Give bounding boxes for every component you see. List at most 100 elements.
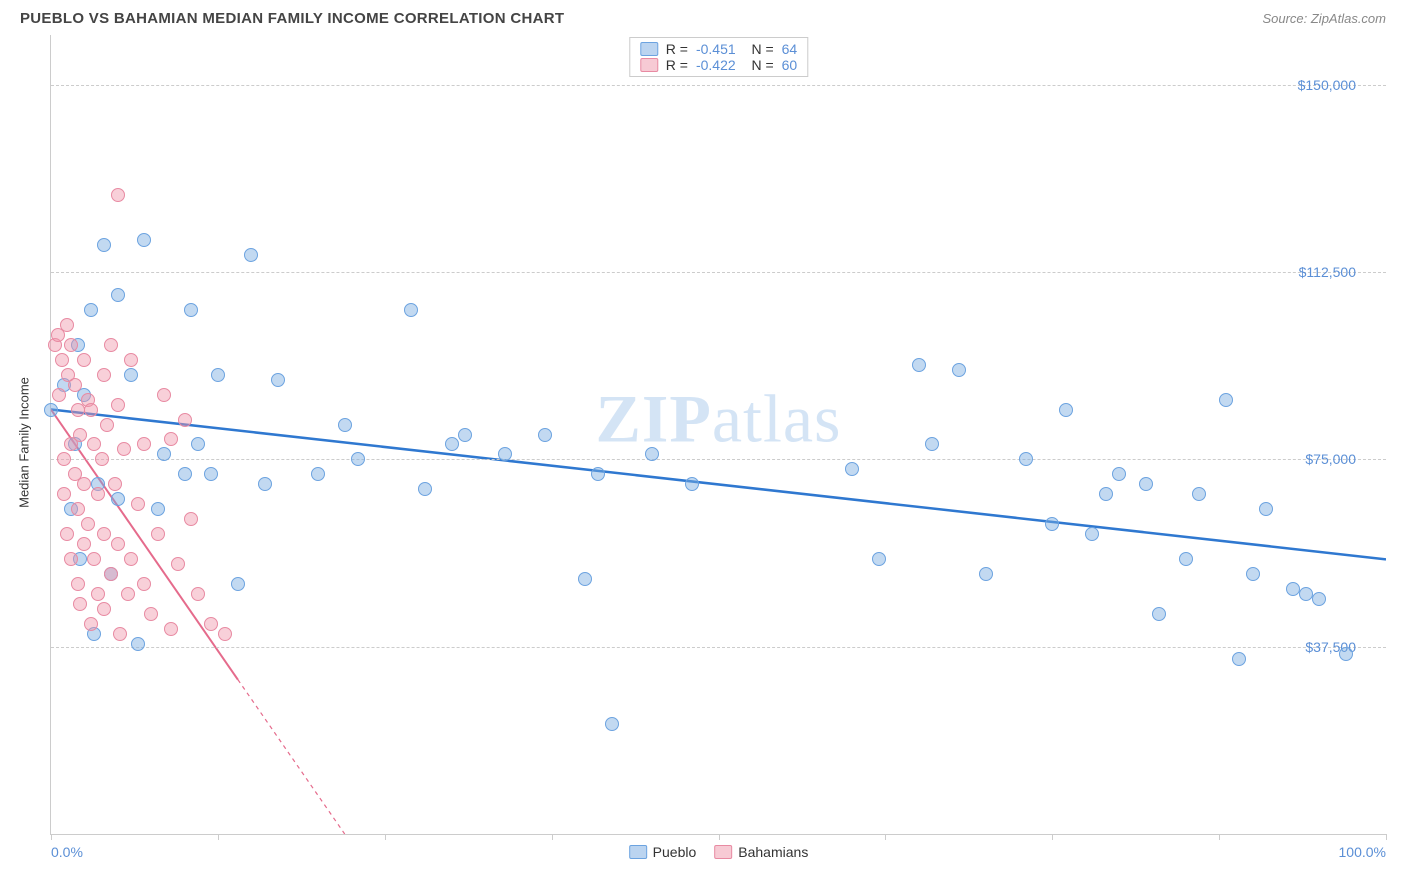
data-point — [84, 617, 98, 631]
data-point — [1192, 487, 1206, 501]
data-point — [1312, 592, 1326, 606]
data-point — [591, 467, 605, 481]
data-point — [1059, 403, 1073, 417]
data-point — [100, 418, 114, 432]
swatch-icon — [640, 58, 658, 72]
x-axis-min-label: 0.0% — [51, 844, 83, 860]
data-point — [845, 462, 859, 476]
data-point — [121, 587, 135, 601]
data-point — [97, 527, 111, 541]
chart-header: PUEBLO VS BAHAMIAN MEDIAN FAMILY INCOME … — [10, 10, 1396, 35]
data-point — [137, 233, 151, 247]
chart-source: Source: ZipAtlas.com — [1262, 11, 1386, 26]
plot-area: ZIPatlas R = -0.451 N = 64 R = -0.422 N … — [50, 35, 1386, 835]
data-point — [191, 437, 205, 451]
legend-row: R = -0.451 N = 64 — [640, 41, 797, 57]
data-point — [44, 403, 58, 417]
data-point — [578, 572, 592, 586]
data-point — [1286, 582, 1300, 596]
data-point — [124, 368, 138, 382]
y-tick-label: $75,000 — [1305, 451, 1356, 467]
data-point — [97, 368, 111, 382]
data-point — [171, 557, 185, 571]
data-point — [73, 597, 87, 611]
data-point — [157, 447, 171, 461]
data-point — [1139, 477, 1153, 491]
data-point — [57, 487, 71, 501]
trendlines-svg — [51, 35, 1386, 834]
data-point — [1339, 647, 1353, 661]
data-point — [258, 477, 272, 491]
data-point — [60, 318, 74, 332]
x-axis-max-label: 100.0% — [1339, 844, 1386, 860]
y-tick-label: $112,500 — [1299, 264, 1356, 280]
data-point — [1232, 652, 1246, 666]
data-point — [1019, 452, 1033, 466]
data-point — [952, 363, 966, 377]
data-point — [404, 303, 418, 317]
data-point — [178, 413, 192, 427]
watermark: ZIPatlas — [596, 379, 842, 458]
data-point — [872, 552, 886, 566]
data-point — [211, 368, 225, 382]
data-point — [111, 188, 125, 202]
data-point — [184, 512, 198, 526]
data-point — [1112, 467, 1126, 481]
data-point — [311, 467, 325, 481]
data-point — [95, 452, 109, 466]
data-point — [458, 428, 472, 442]
x-tick — [218, 834, 219, 840]
data-point — [271, 373, 285, 387]
data-point — [164, 622, 178, 636]
data-point — [351, 452, 365, 466]
y-axis-label: Median Family Income — [17, 377, 32, 508]
data-point — [1219, 393, 1233, 407]
data-point — [204, 617, 218, 631]
x-tick — [1386, 834, 1387, 840]
swatch-icon — [714, 845, 732, 859]
data-point — [97, 602, 111, 616]
data-point — [144, 607, 158, 621]
data-point — [52, 388, 66, 402]
data-point — [87, 552, 101, 566]
data-point — [97, 238, 111, 252]
data-point — [151, 502, 165, 516]
data-point — [108, 477, 122, 491]
data-point — [605, 717, 619, 731]
x-tick — [51, 834, 52, 840]
data-point — [1045, 517, 1059, 531]
data-point — [137, 577, 151, 591]
data-point — [71, 577, 85, 591]
y-tick-label: $150,000 — [1298, 77, 1356, 93]
data-point — [191, 587, 205, 601]
data-point — [445, 437, 459, 451]
legend-item: Pueblo — [629, 844, 697, 860]
data-point — [184, 303, 198, 317]
gridline — [51, 85, 1386, 86]
data-point — [178, 467, 192, 481]
data-point — [91, 587, 105, 601]
data-point — [111, 537, 125, 551]
gridline — [51, 647, 1386, 648]
data-point — [124, 552, 138, 566]
data-point — [538, 428, 552, 442]
data-point — [1179, 552, 1193, 566]
data-point — [685, 477, 699, 491]
data-point — [1246, 567, 1260, 581]
data-point — [84, 303, 98, 317]
legend-row: R = -0.422 N = 60 — [640, 57, 797, 73]
correlation-legend: R = -0.451 N = 64 R = -0.422 N = 60 — [629, 37, 808, 77]
data-point — [64, 338, 78, 352]
data-point — [124, 353, 138, 367]
data-point — [912, 358, 926, 372]
data-point — [1099, 487, 1113, 501]
data-point — [645, 447, 659, 461]
x-tick — [719, 834, 720, 840]
data-point — [1299, 587, 1313, 601]
data-point — [218, 627, 232, 641]
data-point — [157, 388, 171, 402]
data-point — [71, 502, 85, 516]
data-point — [151, 527, 165, 541]
data-point — [111, 492, 125, 506]
data-point — [244, 248, 258, 262]
